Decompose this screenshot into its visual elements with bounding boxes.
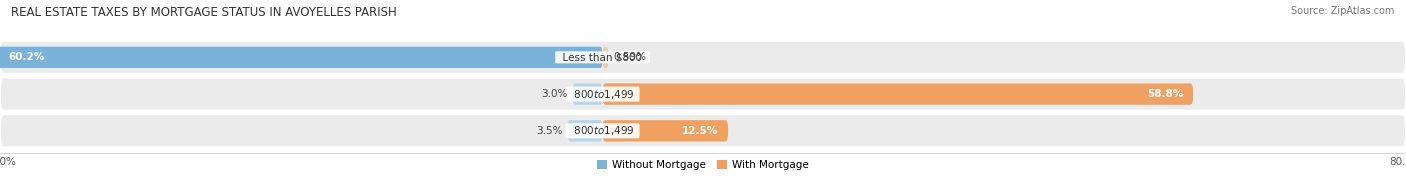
FancyBboxPatch shape xyxy=(0,114,1406,147)
Text: Less than $800: Less than $800 xyxy=(557,52,648,62)
Text: Source: ZipAtlas.com: Source: ZipAtlas.com xyxy=(1291,6,1395,16)
FancyBboxPatch shape xyxy=(0,41,1406,74)
Text: 58.8%: 58.8% xyxy=(1147,89,1182,99)
Text: 60.2%: 60.2% xyxy=(8,52,44,62)
FancyBboxPatch shape xyxy=(603,47,609,68)
FancyBboxPatch shape xyxy=(572,83,603,105)
Text: REAL ESTATE TAXES BY MORTGAGE STATUS IN AVOYELLES PARISH: REAL ESTATE TAXES BY MORTGAGE STATUS IN … xyxy=(11,6,396,19)
Text: $800 to $1,499: $800 to $1,499 xyxy=(567,124,638,137)
Legend: Without Mortgage, With Mortgage: Without Mortgage, With Mortgage xyxy=(593,156,813,174)
Text: $800 to $1,499: $800 to $1,499 xyxy=(567,88,638,101)
FancyBboxPatch shape xyxy=(603,120,728,142)
Text: 0.59%: 0.59% xyxy=(613,52,647,62)
Text: 3.0%: 3.0% xyxy=(541,89,568,99)
FancyBboxPatch shape xyxy=(0,78,1406,111)
Text: 12.5%: 12.5% xyxy=(682,126,718,136)
Text: 3.5%: 3.5% xyxy=(536,126,562,136)
FancyBboxPatch shape xyxy=(0,47,603,68)
FancyBboxPatch shape xyxy=(603,83,1194,105)
FancyBboxPatch shape xyxy=(568,120,603,142)
